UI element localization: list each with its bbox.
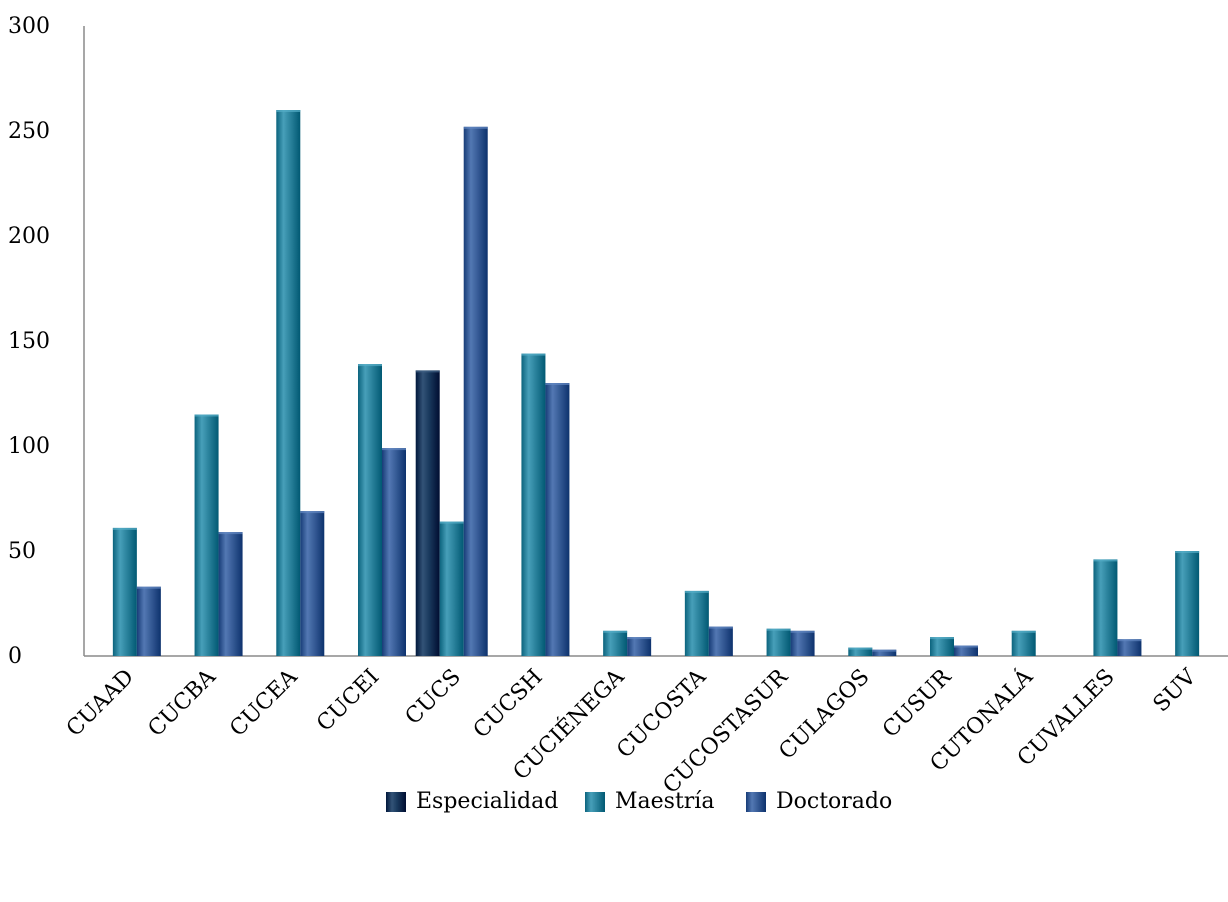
bar-cap [112, 527, 137, 530]
bar-cap [521, 353, 546, 356]
y-tick-label: 150 [8, 329, 50, 354]
bar-cap [1093, 559, 1118, 562]
bar-doctorado-cucsh [545, 383, 570, 656]
legend-label-doctorado: Doctorado [776, 789, 892, 814]
bar-doctorado-cucs [463, 126, 488, 657]
bar-maestría-cuaad [112, 527, 137, 656]
bar-doctorado-cucostasur [790, 630, 815, 656]
bar-cap [300, 511, 325, 514]
legend-swatch-doctorado [746, 792, 766, 812]
bar-doctorado-cuvalles [1117, 639, 1142, 656]
legend-swatch-especialidad [386, 792, 406, 812]
x-tick-label: CUCSH [469, 665, 548, 744]
x-tick-label: CUSUR [878, 664, 957, 743]
bar-maestría-suv [1175, 551, 1200, 656]
bar-doctorado-culagos [872, 649, 897, 656]
bar-cap [276, 110, 301, 112]
bar-cap [1011, 630, 1036, 633]
bar-cap [790, 630, 815, 633]
legend-swatch-maestría [585, 792, 605, 812]
bar-doctorado-cuciénega [627, 637, 652, 656]
bar-cap [1175, 551, 1200, 553]
bar-cap [545, 383, 570, 385]
bar-doctorado-cucosta [708, 626, 733, 656]
bar-maestría-cucs [439, 521, 464, 656]
bar-cap [136, 586, 161, 589]
bar-cap [194, 414, 219, 417]
y-axis: 0 50 100 150 200 250 300 [8, 14, 85, 669]
y-tick-label: 250 [8, 119, 50, 144]
bar-maestría-cuvalles [1093, 559, 1118, 656]
legend-label-especialidad: Especialidad [416, 789, 558, 814]
x-tick-label: CUCBA [144, 664, 222, 742]
bar-cap [415, 370, 440, 373]
bar-doctorado-cucea [300, 511, 325, 656]
bar-maestría-cucosta [684, 590, 709, 656]
bar-cap [872, 649, 897, 652]
bar-maestría-culagos [848, 647, 873, 656]
bar-cap [1117, 639, 1142, 642]
bar-maestría-cusur [930, 637, 954, 656]
bar-cap [684, 590, 709, 593]
bar-cap [382, 448, 406, 451]
bar-maestría-cutonalá [1011, 630, 1036, 656]
bar-maestría-cucsh [521, 353, 546, 656]
y-tick-label: 200 [8, 224, 50, 249]
bar-cap [358, 364, 382, 367]
x-tick-labels: CUAAD CUCBA CUCEA CUCEI CUCS CUCSHCUCIÉNEGACU… [62, 662, 1202, 798]
bar-doctorado-cusur [954, 645, 978, 656]
y-tick-label: 100 [8, 434, 50, 459]
bar-maestría-cucba [194, 414, 219, 656]
bar-cap [930, 637, 954, 640]
x-tick-label: CUCEA [225, 664, 303, 742]
bar-doctorado-cuaad [136, 586, 161, 656]
legend: Especialidad Maestría Doctorado [386, 789, 892, 814]
y-tick-label: 0 [8, 644, 22, 669]
bar-cap [708, 626, 733, 629]
bar-cap [603, 630, 628, 633]
bar-cap [627, 637, 652, 640]
bar-especialidad-cucs [415, 370, 440, 656]
bar-maestría-cuciénega [603, 630, 628, 656]
bar-doctorado-cucei [382, 448, 406, 656]
bar-cap [766, 628, 791, 631]
bar-cap [954, 645, 978, 648]
bar-maestría-cucei [358, 364, 382, 656]
bar-maestría-cucostasur [766, 628, 791, 656]
bar-cap [218, 532, 243, 535]
x-tick-label: CUCEI [312, 665, 384, 737]
bar-cap [463, 126, 488, 129]
bars [112, 110, 1200, 657]
bar-cap [439, 521, 464, 524]
y-tick-label: 50 [8, 539, 36, 564]
bar-maestría-cucea [276, 110, 301, 656]
bar-cap [848, 647, 873, 650]
legend-label-maestría: Maestría [615, 789, 714, 814]
bar-doctorado-cucba [218, 532, 243, 656]
x-tick-label: SUV [1149, 664, 1202, 717]
y-tick-label: 300 [8, 14, 50, 39]
x-tick-label: CUCS [401, 665, 466, 730]
x-tick-label: CUAAD [62, 665, 139, 742]
